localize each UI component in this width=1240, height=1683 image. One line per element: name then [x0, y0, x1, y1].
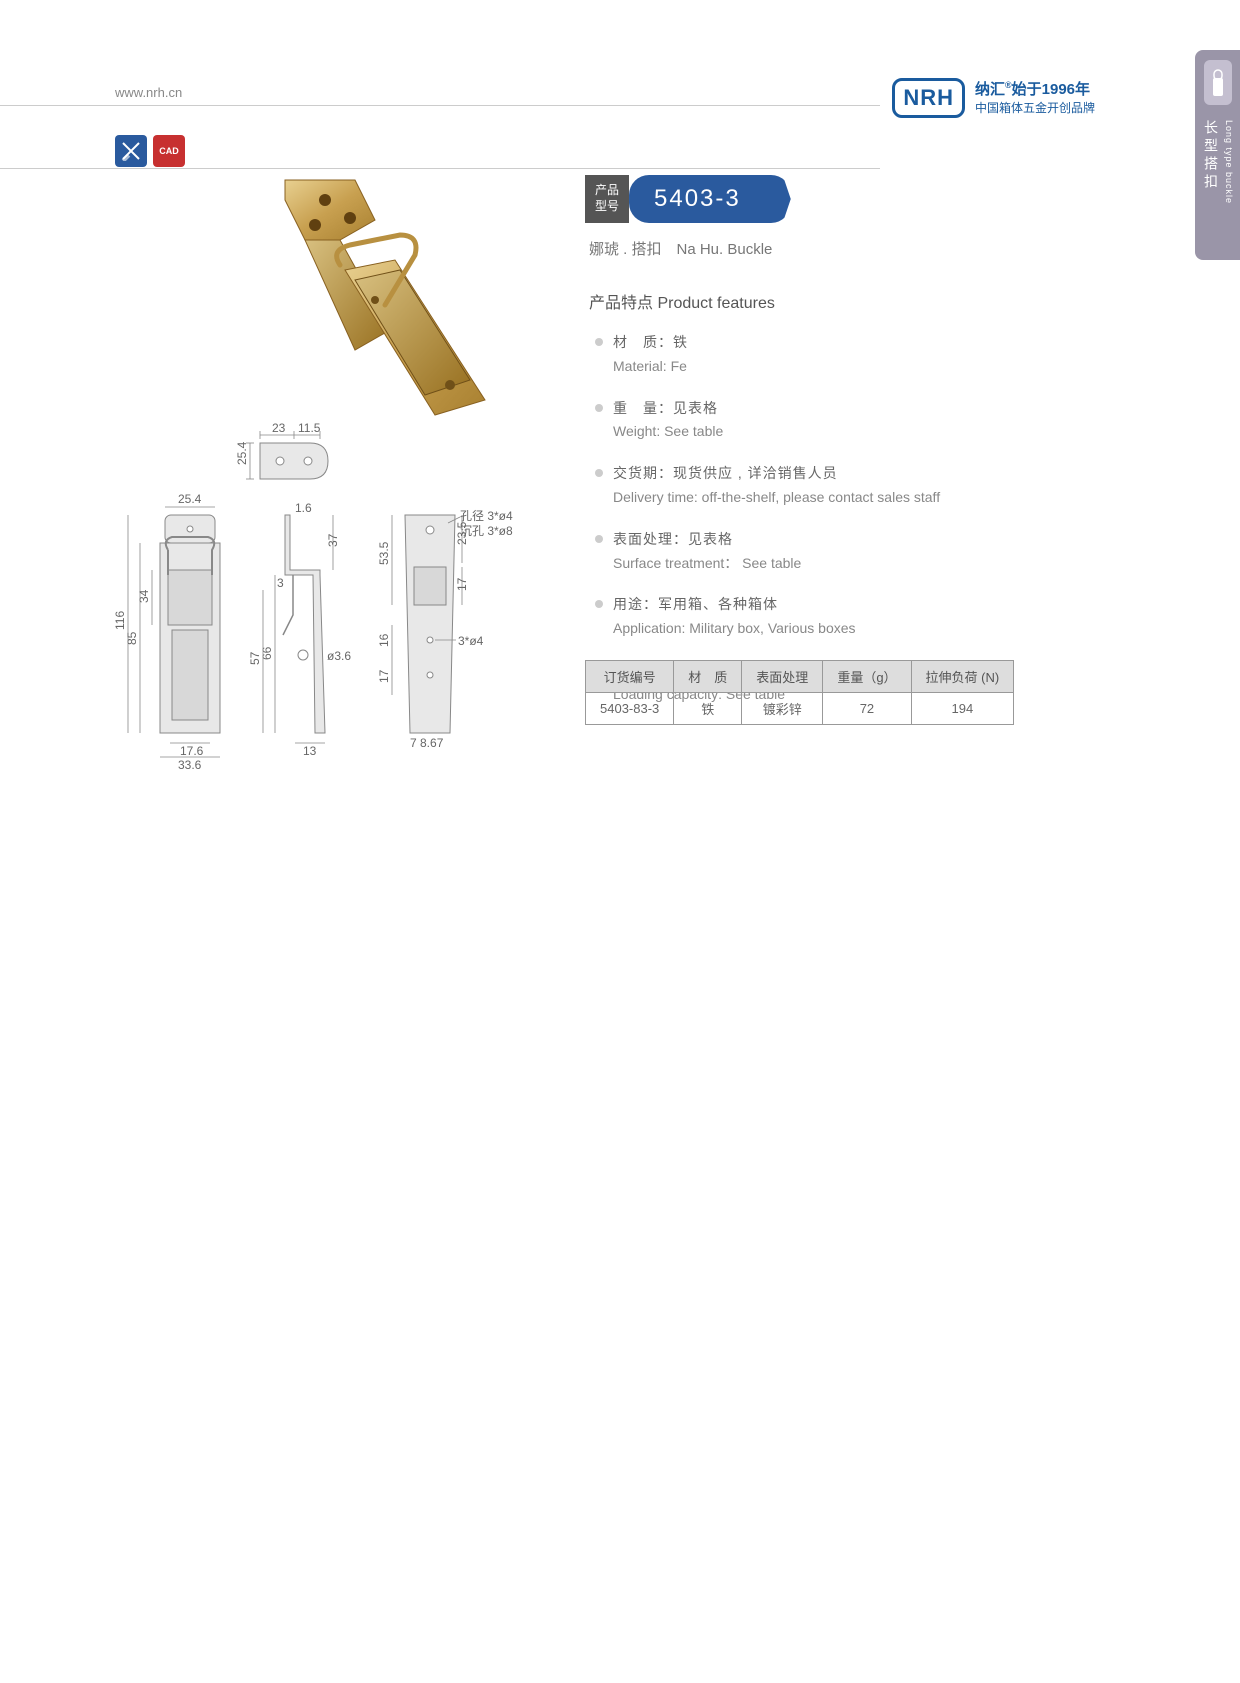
table-header: 表面处理 [742, 661, 823, 693]
model-label: 产品型号 [585, 175, 629, 223]
svg-text:116: 116 [115, 611, 127, 630]
svg-text:13: 13 [303, 744, 317, 758]
buckle-icon [1204, 60, 1232, 105]
product-render [195, 160, 525, 420]
svg-text:11.5: 11.5 [298, 421, 321, 435]
model-badge-row: 产品型号 5403-3 [585, 175, 1005, 223]
side-category-tab: 长型搭扣 Long type buckle [1195, 50, 1240, 260]
feature-item: 表面处理：见表格Surface treatment： See table [595, 528, 1005, 576]
svg-text:25.4: 25.4 [178, 492, 202, 506]
table-header: 材 质 [674, 661, 742, 693]
product-subtitle: 娜琥 . 搭扣 Na Hu. Buckle [585, 238, 1005, 259]
table-header: 订货编号 [586, 661, 674, 693]
side-tab-label-en: Long type buckle [1224, 120, 1234, 250]
svg-text:ø3.6: ø3.6 [327, 649, 351, 663]
feature-item: 用途：军用箱、各种箱体Application: Military box, Va… [595, 593, 1005, 641]
product-info: 产品型号 5403-3 娜琥 . 搭扣 Na Hu. Buckle 产品特点 P… [585, 175, 1005, 725]
table-header: 重量（g） [823, 661, 911, 693]
table-header: 拉伸负荷 (N) [911, 661, 1014, 693]
svg-text:23.5: 23.5 [455, 521, 469, 545]
svg-text:25.4: 25.4 [235, 441, 249, 465]
feature-item: 重 量：见表格Weight: See table [595, 397, 1005, 445]
svg-text:85: 85 [125, 631, 139, 645]
features-heading: 产品特点 Product features [585, 289, 1005, 313]
cad-icon[interactable]: CAD [153, 135, 185, 167]
logo-mark: NRH [892, 78, 965, 118]
technical-drawing: 23 11.5 25.4 25.4 116 85 34 17.6 33.6 1.… [115, 420, 545, 780]
svg-text:66: 66 [260, 646, 274, 660]
svg-text:53.5: 53.5 [377, 541, 391, 565]
site-url: www.nrh.cn [115, 85, 182, 100]
model-number: 5403-3 [629, 175, 791, 223]
feature-item: 交货期：现货供应 , 详洽销售人员Delivery time: off-the-… [595, 462, 1005, 510]
svg-text:17: 17 [377, 669, 391, 683]
logo: NRH 纳汇®始于1996年 中国箱体五金开创品牌 [892, 78, 1095, 118]
svg-text:33.6: 33.6 [178, 758, 202, 772]
svg-text:3: 3 [277, 576, 284, 590]
svg-text:7 8.67: 7 8.67 [410, 736, 444, 750]
svg-text:孔径 3*ø4: 孔径 3*ø4 [460, 509, 513, 523]
svg-text:3*ø4: 3*ø4 [458, 634, 484, 648]
svg-text:17: 17 [455, 577, 469, 591]
feature-item: 材 质：铁Material: Fe [595, 331, 1005, 379]
spec-table: 订货编号 材 质 表面处理 重量（g） 拉伸负荷 (N) 5403-83-3 铁… [585, 660, 1014, 725]
measure-icon[interactable] [115, 135, 147, 167]
svg-text:1.6: 1.6 [295, 501, 312, 515]
side-tab-label-cn: 长型搭扣 [1201, 120, 1221, 250]
svg-text:34: 34 [137, 589, 151, 603]
svg-text:17.6: 17.6 [180, 744, 204, 758]
table-row: 5403-83-3 铁 镀彩锌 72 194 [586, 693, 1014, 725]
svg-text:16: 16 [377, 633, 391, 647]
tool-icons: CAD [115, 135, 185, 167]
features-list: 材 质：铁Material: Fe 重 量：见表格Weight: See tab… [585, 331, 1005, 707]
svg-text:57: 57 [248, 651, 262, 665]
svg-text:37: 37 [326, 533, 340, 547]
logo-tagline: 纳汇®始于1996年 中国箱体五金开创品牌 [975, 79, 1095, 117]
svg-text:23: 23 [272, 421, 286, 435]
header-rule-top [0, 105, 880, 106]
